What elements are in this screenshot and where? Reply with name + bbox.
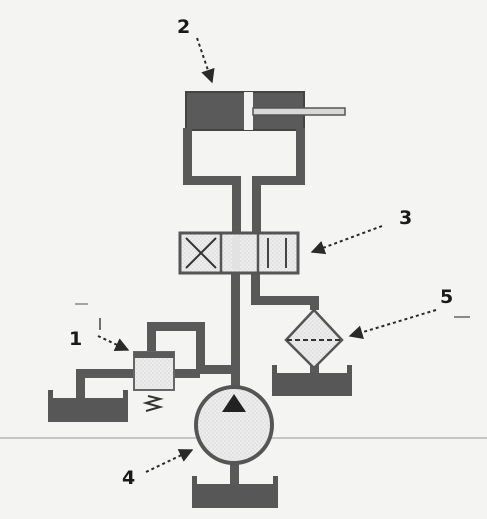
tank-filter	[272, 365, 352, 396]
cylinder-rod	[252, 107, 346, 116]
label-cylinder: 2	[177, 16, 190, 38]
directional-control-valve	[178, 231, 300, 275]
pressure-relief-valve	[133, 351, 175, 412]
tank-pump	[192, 476, 278, 508]
cylinder-piston	[244, 92, 253, 130]
leader-arrow-5	[348, 309, 437, 340]
filter	[284, 308, 344, 370]
leader-arrow-4	[145, 449, 194, 473]
hydraulic-cylinder	[185, 91, 346, 131]
leader-arrow-1	[97, 335, 130, 352]
label-pump: 4	[122, 467, 135, 489]
tank-relief	[48, 390, 128, 422]
hydraulic-pump	[194, 385, 274, 465]
leader-arrow-2	[196, 37, 215, 84]
spring-icon	[142, 395, 164, 412]
leader-arrow-3	[310, 225, 383, 255]
label-relief-valve: 1	[69, 328, 82, 350]
label-filter: 5	[440, 286, 453, 308]
label-valve: 3	[399, 207, 412, 229]
pump-direction-icon	[222, 394, 246, 412]
